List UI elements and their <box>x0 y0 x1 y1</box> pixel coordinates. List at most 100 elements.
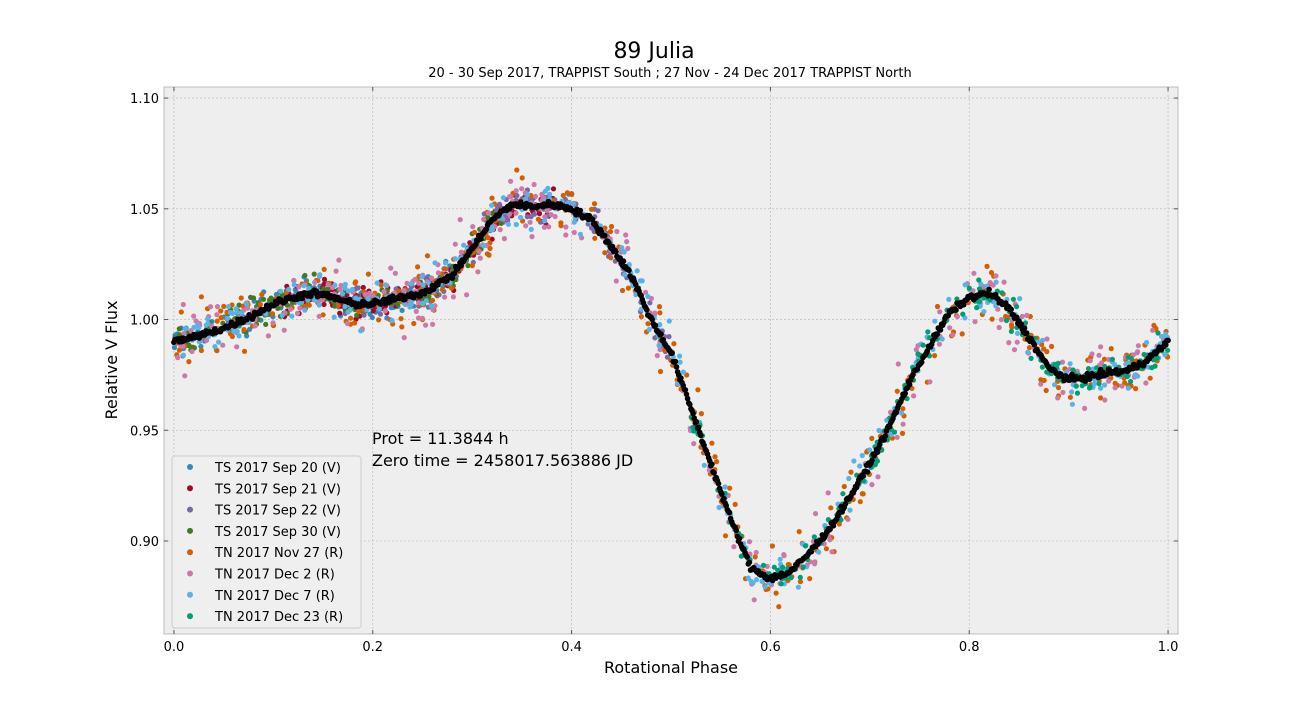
data-point <box>1011 347 1018 353</box>
data-point <box>891 429 898 435</box>
data-point <box>1022 320 1029 326</box>
data-point <box>342 303 348 310</box>
legend: TS 2017 Sep 20 (V) TS 2017 Sep 21 (V) TS 2… <box>171 455 362 629</box>
data-point <box>241 348 248 354</box>
data-point <box>416 280 422 286</box>
data-point <box>182 373 188 379</box>
data-point <box>591 201 598 207</box>
data-point <box>645 293 651 300</box>
data-point <box>569 191 575 197</box>
data-point <box>342 281 348 287</box>
data-point <box>1082 405 1088 411</box>
data-point <box>388 265 394 271</box>
data-point <box>305 301 311 307</box>
data-point <box>915 351 921 357</box>
data-point <box>996 324 1002 331</box>
mean-curve-point <box>1013 314 1020 321</box>
data-point <box>457 217 463 223</box>
data-point <box>399 324 405 330</box>
mean-curve-point <box>683 391 690 398</box>
data-point <box>376 306 382 312</box>
data-point <box>1035 339 1041 345</box>
data-point <box>637 278 644 284</box>
mean-curve-point <box>882 433 889 439</box>
data-point <box>198 294 204 300</box>
data-point <box>265 333 271 339</box>
data-point <box>936 341 943 347</box>
x-axis-label: Rotational Phase <box>604 658 738 677</box>
data-point <box>547 191 553 197</box>
mean-curve-point <box>577 207 584 214</box>
data-point <box>489 202 495 208</box>
data-point <box>198 343 204 350</box>
data-point <box>925 329 931 335</box>
data-point <box>238 295 244 301</box>
data-point <box>1133 386 1139 392</box>
data-point <box>484 251 490 257</box>
data-point <box>785 561 791 568</box>
data-point <box>351 320 358 326</box>
data-point <box>178 309 184 315</box>
data-point <box>501 236 507 242</box>
data-point <box>513 221 519 228</box>
data-point <box>345 288 351 294</box>
data-point <box>513 188 519 194</box>
mean-curve-point <box>1031 342 1038 348</box>
data-point <box>577 231 584 237</box>
data-point <box>527 219 533 225</box>
data-point <box>773 590 779 596</box>
data-point <box>828 505 834 511</box>
legend-frame <box>171 455 362 629</box>
data-point <box>1006 340 1012 346</box>
data-point <box>698 411 705 417</box>
data-point <box>671 341 677 347</box>
data-point <box>1038 381 1044 387</box>
mean-curve-point <box>924 348 931 354</box>
data-point <box>1039 364 1045 370</box>
data-point <box>570 201 577 207</box>
data-point <box>1098 395 1104 401</box>
data-point <box>269 311 276 317</box>
data-point <box>523 196 529 202</box>
data-point <box>532 193 539 199</box>
data-point <box>505 221 511 227</box>
data-point <box>286 286 292 292</box>
data-point <box>339 291 346 297</box>
data-point <box>781 552 787 558</box>
data-point <box>1094 365 1100 371</box>
data-point <box>812 561 818 567</box>
data-point <box>999 290 1005 296</box>
legend-entry: TN 2017 Dec 23 (R) <box>214 610 343 625</box>
data-point <box>796 529 802 535</box>
data-point <box>1069 401 1075 407</box>
mean-curve-point <box>672 358 679 365</box>
data-point <box>476 248 482 254</box>
mean-curve-point <box>736 535 743 542</box>
data-point <box>301 283 307 289</box>
legend-entry: TS 2017 Sep 30 (V) <box>214 525 341 540</box>
data-point <box>1074 390 1081 396</box>
data-point <box>198 347 204 354</box>
data-point <box>812 510 819 517</box>
data-point <box>546 224 552 230</box>
data-point <box>180 352 186 358</box>
mean-curve-point <box>626 267 632 274</box>
data-point <box>848 469 854 475</box>
data-point <box>423 322 429 328</box>
data-point <box>419 274 425 280</box>
data-point <box>260 296 267 302</box>
axis-ticks: 0.0 0.2 0.4 0.6 0.8 1.0 0.90 0.95 1.00 1.05 1.10 <box>130 87 1178 655</box>
data-point <box>974 305 980 311</box>
data-point <box>857 499 863 505</box>
data-point <box>1135 343 1141 349</box>
data-point <box>374 280 380 286</box>
data-point <box>1026 345 1033 351</box>
data-point <box>424 253 431 259</box>
mean-curve-point <box>678 375 684 381</box>
data-point <box>317 273 323 279</box>
data-point <box>1008 328 1015 334</box>
data-point <box>489 227 496 233</box>
data-point <box>461 242 467 248</box>
data-point <box>777 556 783 562</box>
mean-curve-point <box>864 469 871 475</box>
